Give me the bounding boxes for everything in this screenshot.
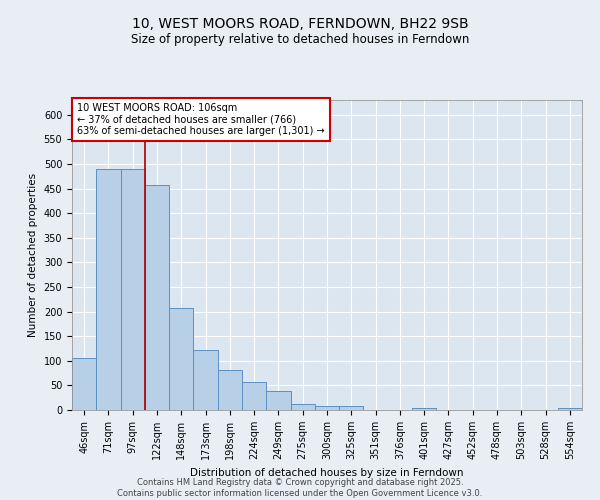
Bar: [72, 358, 96, 410]
Bar: [558, 408, 582, 410]
X-axis label: Distribution of detached houses by size in Ferndown: Distribution of detached houses by size …: [190, 468, 464, 477]
Bar: [193, 350, 218, 410]
Bar: [412, 408, 436, 410]
Text: Contains HM Land Registry data © Crown copyright and database right 2025.
Contai: Contains HM Land Registry data © Crown c…: [118, 478, 482, 498]
Text: 10, WEST MOORS ROAD, FERNDOWN, BH22 9SB: 10, WEST MOORS ROAD, FERNDOWN, BH22 9SB: [131, 18, 469, 32]
Text: 10 WEST MOORS ROAD: 106sqm
← 37% of detached houses are smaller (766)
63% of sem: 10 WEST MOORS ROAD: 106sqm ← 37% of deta…: [77, 103, 325, 136]
Bar: [315, 406, 339, 410]
Text: Size of property relative to detached houses in Ferndown: Size of property relative to detached ho…: [131, 32, 469, 46]
Bar: [242, 382, 266, 410]
Bar: [339, 406, 364, 410]
Y-axis label: Number of detached properties: Number of detached properties: [28, 173, 38, 337]
Bar: [290, 404, 315, 410]
Bar: [266, 392, 290, 410]
Bar: [145, 184, 169, 410]
Bar: [121, 169, 145, 410]
Bar: [96, 169, 121, 410]
Bar: [169, 308, 193, 410]
Bar: [218, 370, 242, 410]
